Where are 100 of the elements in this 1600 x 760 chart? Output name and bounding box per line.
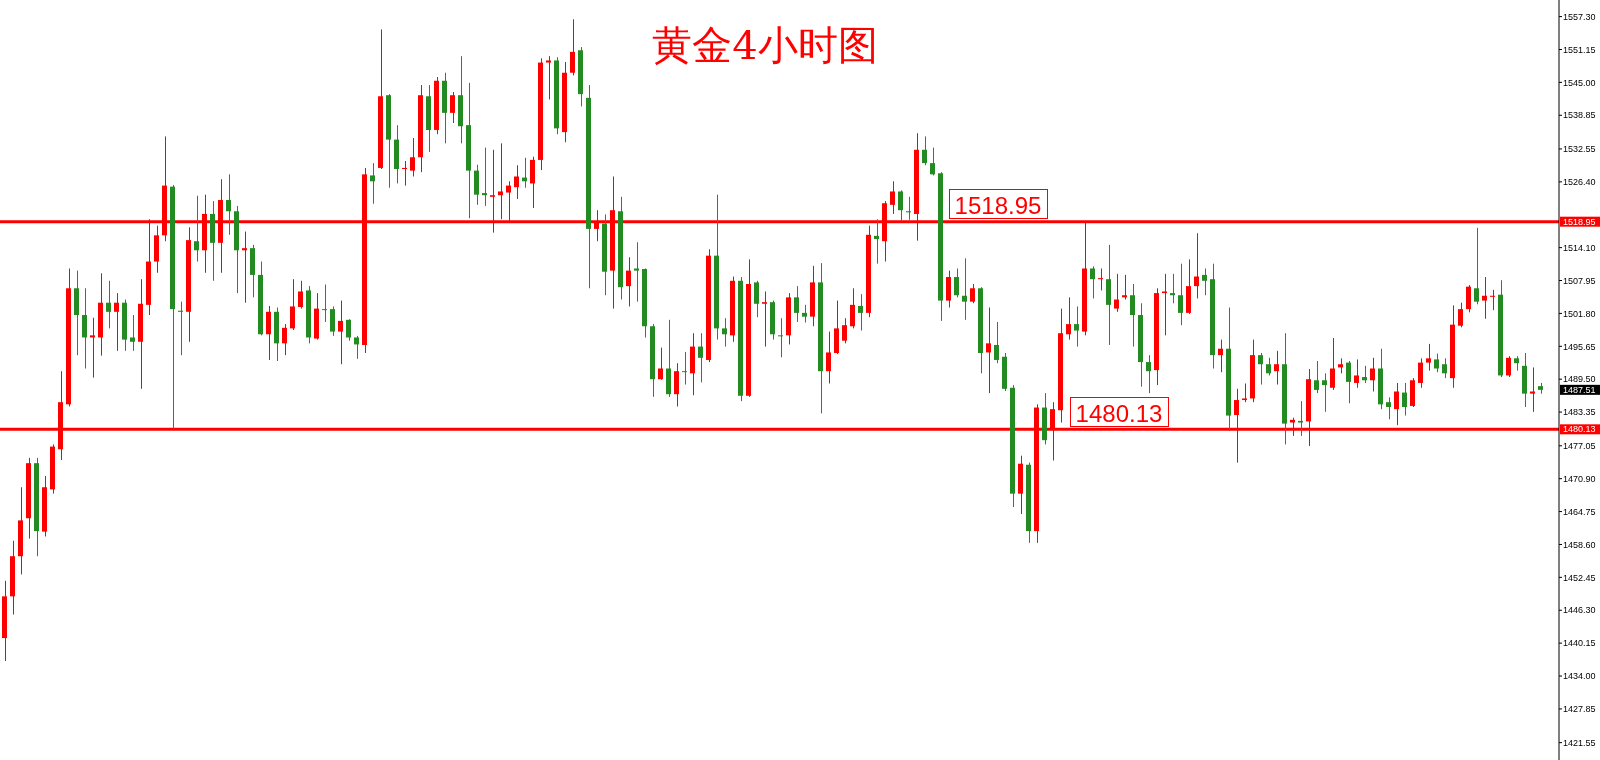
y-tick-label: 1434.00 bbox=[1563, 671, 1596, 682]
candlestick bbox=[842, 317, 847, 344]
candlestick bbox=[994, 321, 999, 364]
candlestick bbox=[1178, 263, 1183, 326]
y-tick-label: 1458.60 bbox=[1563, 539, 1596, 550]
candlestick bbox=[282, 323, 287, 356]
y-tick-label: 1557.30 bbox=[1563, 11, 1596, 22]
text: 黄金4小时图 bbox=[651, 21, 879, 70]
candlestick bbox=[1418, 357, 1423, 389]
candlestick bbox=[194, 195, 199, 263]
y-tick-label: 1446.30 bbox=[1563, 605, 1596, 616]
candlestick bbox=[682, 351, 687, 386]
candlestick bbox=[858, 293, 863, 332]
candlestick bbox=[290, 278, 295, 331]
candlestick bbox=[346, 318, 351, 342]
ref-line-label: 1480.13 bbox=[1075, 399, 1163, 427]
candlestick bbox=[962, 257, 967, 321]
candlestick bbox=[1202, 267, 1207, 296]
candlestick bbox=[530, 156, 535, 209]
candlestick bbox=[1242, 382, 1247, 403]
y-tick-label: 1545.00 bbox=[1563, 77, 1596, 88]
y-tick-label: 1501.80 bbox=[1563, 308, 1596, 319]
candlestick bbox=[570, 18, 575, 76]
candlestick bbox=[970, 283, 975, 304]
candlestick bbox=[1482, 276, 1487, 320]
candlestick bbox=[874, 218, 879, 265]
y-tick-label: 1507.95 bbox=[1563, 275, 1596, 286]
candlestick bbox=[1090, 265, 1095, 299]
text: 1518.95 bbox=[1563, 216, 1596, 227]
candlestick bbox=[90, 317, 95, 379]
candlestick bbox=[1474, 227, 1479, 305]
candlestick bbox=[226, 173, 231, 236]
y-tick-label: 1489.50 bbox=[1563, 374, 1596, 385]
candlestick bbox=[1122, 274, 1127, 301]
candlestick bbox=[450, 91, 455, 124]
candlestick bbox=[930, 147, 935, 176]
y-tick-label: 1427.85 bbox=[1563, 704, 1596, 715]
candlestick bbox=[794, 285, 799, 323]
candlestick bbox=[338, 300, 343, 365]
candlestick bbox=[1490, 289, 1495, 311]
y-tick-label: 1452.45 bbox=[1563, 572, 1596, 583]
candlestick bbox=[754, 280, 759, 318]
candlestick bbox=[482, 147, 487, 207]
candlestick bbox=[298, 280, 303, 310]
candlestick bbox=[354, 335, 359, 360]
text: 1480.13 bbox=[1563, 424, 1596, 435]
y-tick-label: 1483.35 bbox=[1563, 407, 1596, 418]
candlestick bbox=[1354, 358, 1359, 389]
y-tick-label: 1421.55 bbox=[1563, 737, 1596, 748]
candlestick bbox=[1170, 273, 1175, 304]
candlestick bbox=[826, 331, 831, 384]
candlestick bbox=[1066, 296, 1071, 341]
candlestick bbox=[1346, 360, 1351, 404]
candlestick bbox=[954, 267, 959, 298]
candlestick bbox=[674, 362, 679, 407]
y-tick-label: 1440.15 bbox=[1563, 638, 1596, 649]
candlestick bbox=[850, 287, 855, 329]
candlestick bbox=[1330, 337, 1335, 391]
candlestick bbox=[410, 137, 415, 177]
candlestick bbox=[658, 347, 663, 381]
candlestick bbox=[698, 332, 703, 383]
candlestick bbox=[322, 284, 327, 323]
candlestick bbox=[266, 305, 271, 361]
y-tick-label: 1477.05 bbox=[1563, 440, 1596, 451]
candlestick bbox=[906, 196, 911, 221]
candlestick bbox=[130, 314, 135, 352]
y-tick-label: 1464.75 bbox=[1563, 506, 1596, 517]
candlestick bbox=[922, 135, 927, 166]
candlestick bbox=[1530, 366, 1535, 413]
candlestick bbox=[1194, 232, 1199, 299]
candlestick bbox=[82, 287, 87, 369]
candlestick bbox=[402, 160, 407, 187]
candlestick bbox=[1322, 372, 1327, 413]
candlestick bbox=[1370, 357, 1375, 392]
y-tick-label: 1532.55 bbox=[1563, 144, 1596, 155]
candlestick bbox=[370, 162, 375, 205]
candlestick bbox=[1402, 382, 1407, 417]
candlestick bbox=[626, 256, 631, 307]
candlestick bbox=[514, 164, 519, 200]
candlestick bbox=[1442, 357, 1447, 379]
candlestick bbox=[1314, 360, 1319, 394]
candlestick bbox=[1258, 352, 1263, 386]
candlestick bbox=[722, 317, 727, 348]
candlestick bbox=[1162, 273, 1167, 336]
candlestick bbox=[1466, 284, 1471, 313]
text: 1487.51 bbox=[1563, 384, 1596, 395]
candlestick bbox=[1098, 267, 1103, 291]
candlestick bbox=[1394, 382, 1399, 426]
candlestick bbox=[114, 292, 119, 352]
candlestick bbox=[1298, 400, 1303, 437]
ref-line-label: 1518.95 bbox=[954, 191, 1042, 219]
y-tick-label: 1470.90 bbox=[1563, 473, 1596, 484]
candlestick bbox=[1130, 283, 1135, 348]
candlestick bbox=[178, 301, 183, 356]
candlestick bbox=[546, 55, 551, 100]
candlestick bbox=[1218, 339, 1223, 373]
candlestick bbox=[106, 280, 111, 329]
candlestick bbox=[986, 307, 991, 394]
candlestick bbox=[890, 180, 895, 215]
y-tick-label: 1514.10 bbox=[1563, 242, 1596, 253]
